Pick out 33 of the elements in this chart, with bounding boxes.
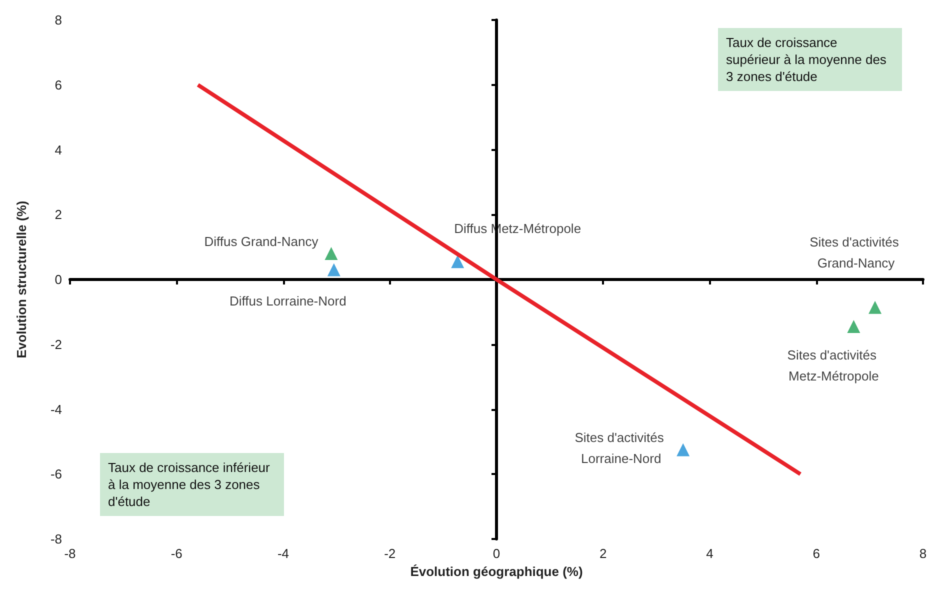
point bbox=[847, 320, 860, 334]
x-tick-label: 4 bbox=[706, 546, 714, 561]
y-tick-label: 4 bbox=[54, 142, 62, 158]
point bbox=[324, 247, 338, 260]
y-tick-label: -2 bbox=[50, 336, 62, 352]
x-tick-label: 8 bbox=[919, 546, 927, 561]
data-label: Sites d'activités Grand-Nancy bbox=[810, 234, 902, 270]
x-tick-label: 6 bbox=[812, 546, 820, 561]
x-tick-label: -4 bbox=[277, 546, 290, 561]
y-tick-label: 8 bbox=[54, 12, 62, 28]
y-tick-label: -6 bbox=[50, 466, 62, 482]
x-axis-title: Évolution géographique (%) bbox=[410, 564, 583, 579]
point bbox=[327, 263, 340, 276]
data-label: Sites d'activités Metz-Métropole bbox=[787, 348, 880, 384]
data-label: Diffus Grand-Nancy bbox=[204, 234, 319, 250]
x-tick-label: 0 bbox=[492, 546, 500, 561]
point bbox=[451, 255, 464, 268]
y-tick-label: 2 bbox=[54, 207, 62, 222]
y-tick-label: 6 bbox=[54, 77, 62, 92]
y-tick-label: 0 bbox=[54, 272, 62, 287]
y-tick-label: -4 bbox=[50, 402, 62, 417]
point bbox=[676, 443, 690, 456]
point bbox=[868, 300, 882, 314]
data-label: Diffus Lorraine-Nord bbox=[229, 293, 346, 308]
x-tick-label: -8 bbox=[64, 546, 76, 561]
note-box: Taux de croissance inférieur à la moyenne des 3 zones d'étude bbox=[100, 453, 284, 516]
x-tick-label: -6 bbox=[170, 546, 182, 561]
note-box: Taux de croissance supérieur à la moyenne des 3 zones d'étude bbox=[718, 28, 902, 91]
y-axis-title: Evolution structurelle (%) bbox=[14, 200, 29, 358]
data-label: Sites d'activités Lorraine-Nord bbox=[574, 430, 668, 466]
x-tick-label: 2 bbox=[600, 546, 607, 561]
y-tick-label: -8 bbox=[50, 532, 62, 546]
x-tick-label: -2 bbox=[384, 546, 396, 561]
